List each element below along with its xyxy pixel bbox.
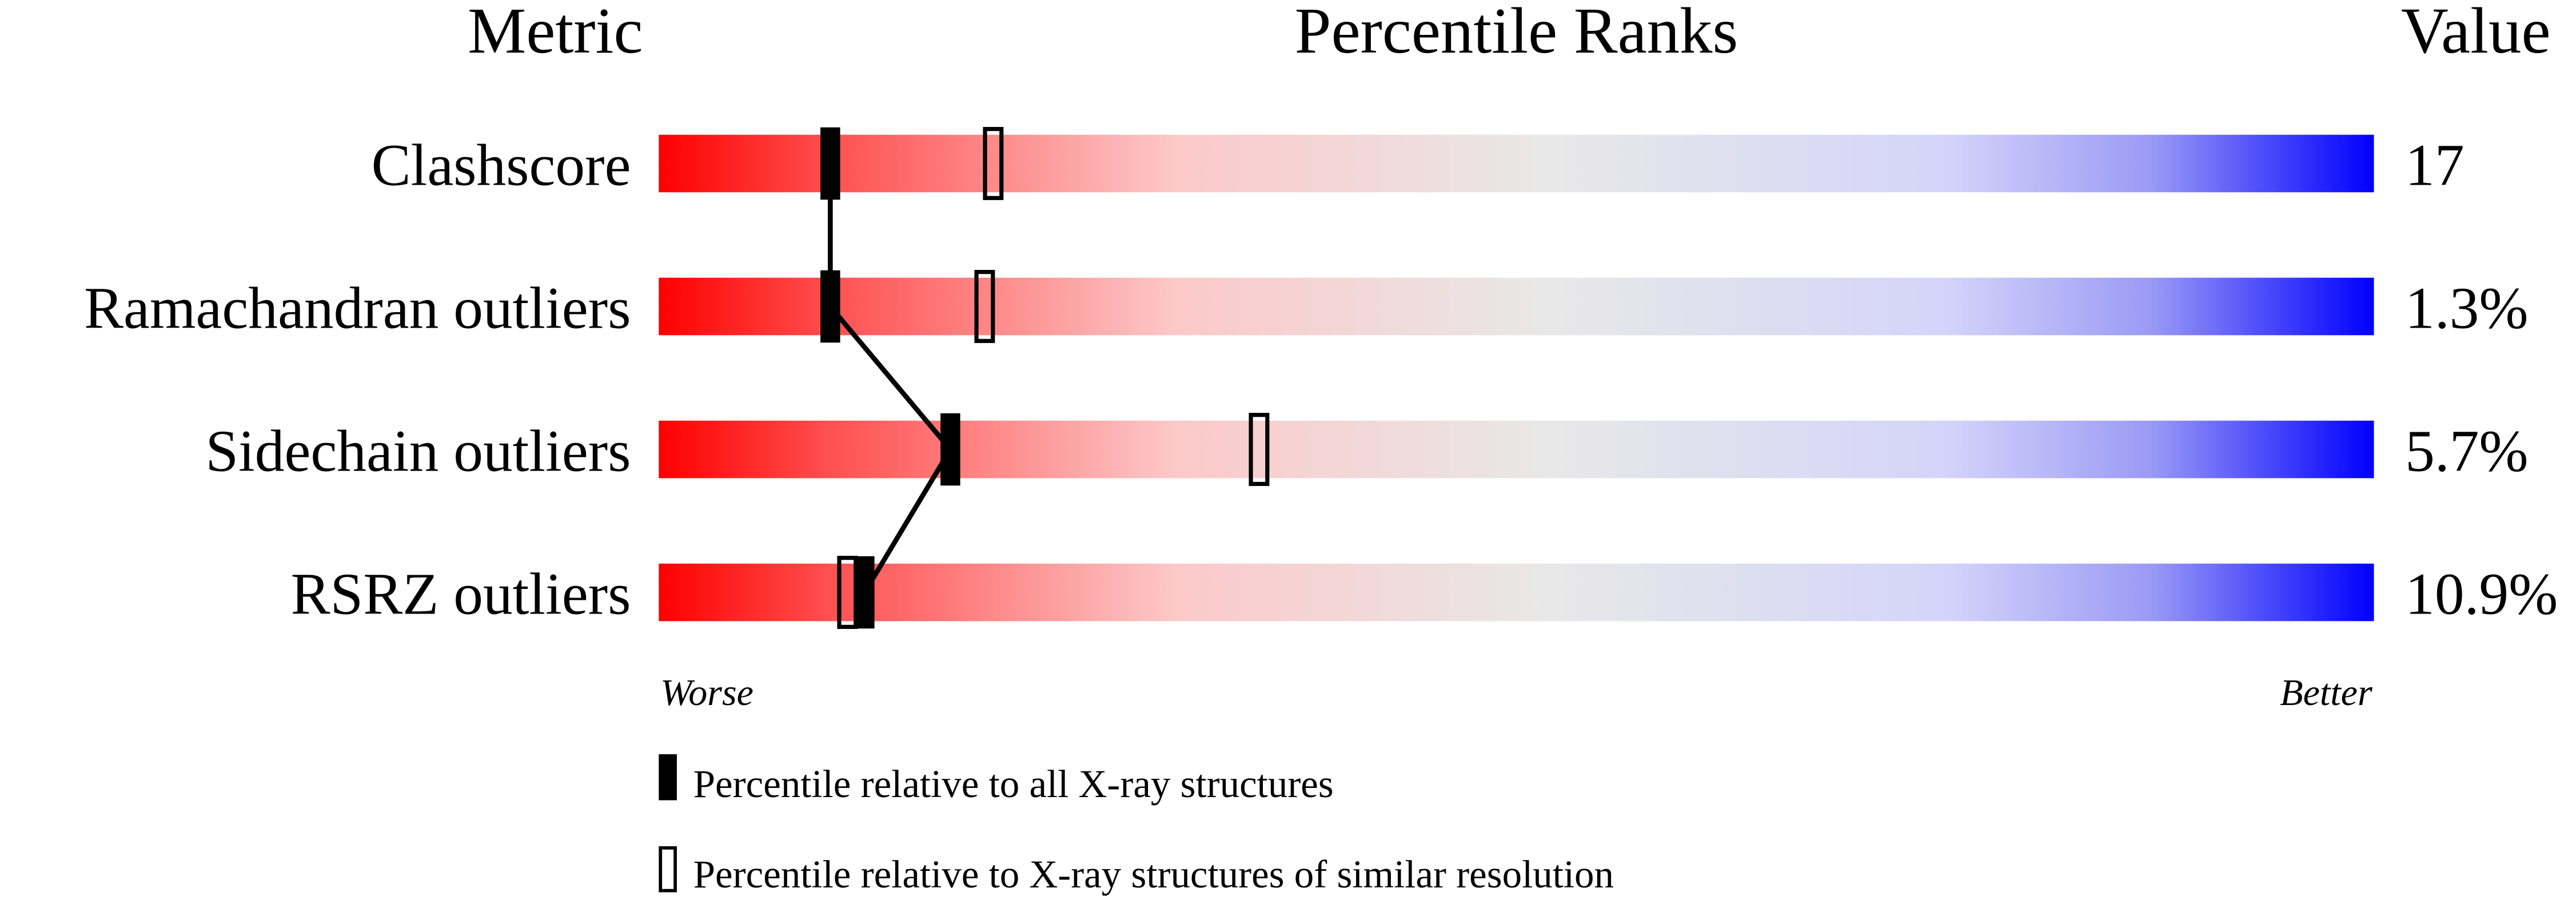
percentile-bar — [659, 277, 2374, 336]
metric-label: Sidechain outliers — [205, 419, 631, 484]
rows: Clashscore 17 Ramachandran outliers 1.3% Sid… — [84, 127, 2558, 629]
legend-filled-swatch — [659, 754, 677, 801]
worse-label: Worse — [660, 672, 753, 714]
legend-label: Percentile relative to all X-ray structu… — [693, 762, 1334, 806]
absolute-marker — [820, 127, 840, 200]
relative-marker — [837, 556, 858, 629]
percentile-bar — [659, 420, 2374, 479]
connector-line — [828, 163, 954, 594]
absolute-marker — [855, 556, 875, 629]
percentile-bar — [659, 563, 2374, 622]
metric-value: 1.3% — [2405, 276, 2528, 341]
metric-value: 5.7% — [2405, 419, 2528, 484]
metric-header: Metric — [468, 0, 643, 67]
legend-label: Percentile relative to X-ray structures … — [693, 853, 1614, 896]
metric-label: RSRZ outliers — [291, 561, 631, 627]
better-label: Better — [2280, 672, 2372, 714]
ranks-header: Percentile Ranks — [1295, 0, 1738, 67]
relative-marker — [1249, 413, 1270, 486]
absolute-marker — [940, 413, 960, 486]
relative-marker — [974, 270, 995, 343]
relative-marker — [983, 127, 1004, 200]
percentile-bar — [659, 134, 2374, 193]
metric-label: Ramachandran outliers — [84, 276, 631, 341]
metric-label: Clashscore — [372, 133, 631, 198]
legend-open-swatch — [659, 846, 677, 893]
metric-value: 17 — [2405, 133, 2464, 198]
absolute-marker — [820, 270, 840, 343]
value-header: Value — [2401, 0, 2551, 67]
metric-value: 10.9% — [2405, 561, 2558, 627]
